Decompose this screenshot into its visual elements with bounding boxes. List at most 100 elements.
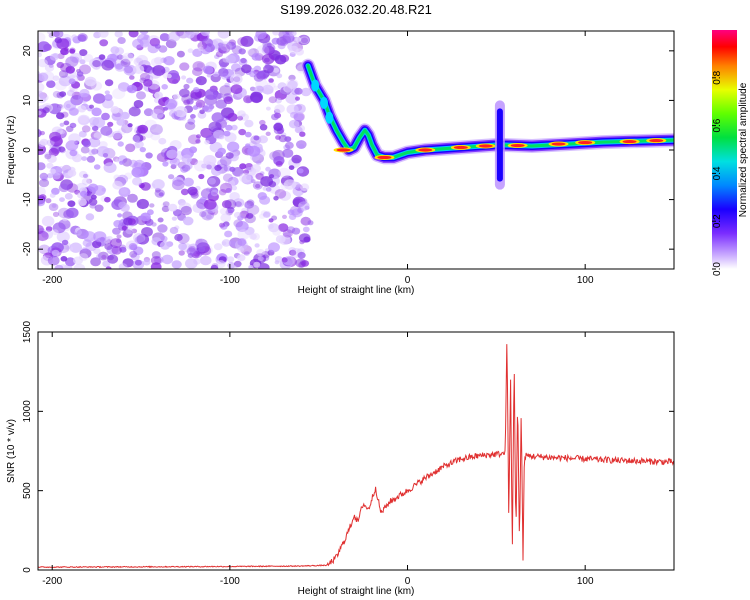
noise-blob	[57, 207, 71, 219]
noise-blob	[82, 231, 96, 242]
noise-blob	[182, 216, 194, 226]
noise-blob	[219, 222, 225, 228]
noise-blob	[215, 99, 227, 109]
noise-blob	[198, 247, 206, 253]
snr-y-tick-label: 1500	[22, 320, 33, 343]
noise-blob	[157, 224, 168, 233]
noise-blob	[240, 35, 254, 47]
noise-blob	[123, 64, 137, 76]
noise-blob	[89, 104, 94, 109]
noise-blob	[38, 110, 42, 116]
noise-blob	[131, 167, 144, 178]
noise-blob	[173, 209, 182, 217]
noise-blob	[59, 197, 65, 203]
noise-blob	[211, 112, 225, 123]
noise-blob	[47, 255, 60, 266]
noise-blob	[164, 98, 178, 110]
noise-blob	[263, 210, 271, 217]
noise-blob	[272, 31, 280, 36]
colorbar-ticks: 0.0 0.2 0.4 0.6 0.8	[712, 70, 723, 276]
snr-x-tick-label: -100	[220, 576, 240, 587]
noise-blob	[224, 199, 237, 210]
noise-blob	[77, 34, 87, 42]
spectrogram-y-tick-label: 10	[22, 94, 33, 106]
noise-blob	[113, 132, 123, 141]
noise-blob	[51, 203, 57, 208]
noise-blob	[82, 140, 91, 148]
noise-blob	[203, 155, 217, 166]
noise-blob	[172, 176, 184, 187]
noise-blob	[69, 52, 83, 64]
snr-x-tick-label: 0	[405, 576, 411, 587]
noise-blob	[256, 249, 265, 257]
noise-blob	[58, 146, 66, 153]
snr-x-ticks: -200 -100 0 100	[42, 332, 594, 587]
noise-blob	[93, 164, 101, 170]
noise-blob	[63, 120, 70, 126]
noise-blob	[73, 263, 86, 269]
noise-blob	[137, 124, 149, 134]
noise-blob	[68, 78, 76, 85]
noise-blob	[92, 240, 102, 249]
noise-blob	[38, 162, 46, 171]
noise-blob	[204, 140, 210, 145]
noise-blob	[228, 240, 237, 247]
noise-blob	[200, 45, 212, 55]
noise-blob	[238, 48, 246, 55]
noise-blob	[274, 189, 287, 199]
noise-blob	[41, 176, 48, 182]
figure-title: S199.2026.032.20.48.R21	[280, 2, 432, 17]
noise-blob	[98, 31, 109, 38]
noise-blob	[184, 121, 196, 131]
noise-blob	[244, 119, 254, 128]
noise-blob	[219, 85, 233, 96]
noise-blob	[192, 67, 203, 77]
noise-blob	[203, 104, 213, 113]
noise-blob	[47, 154, 57, 163]
noise-blob	[254, 85, 264, 94]
noise-blob	[195, 76, 207, 86]
noise-blob	[251, 53, 261, 61]
noise-blob	[44, 64, 55, 72]
noise-blob	[255, 172, 264, 180]
noise-blob	[250, 232, 260, 241]
noise-blob	[65, 65, 76, 74]
noise-blob	[290, 111, 298, 119]
noise-blob	[59, 147, 66, 154]
colorbar-tick-label: 0.2	[712, 214, 723, 228]
noise-blob	[69, 149, 78, 157]
noise-blob	[258, 135, 268, 144]
noise-blob	[253, 135, 260, 141]
noise-blob	[91, 194, 97, 200]
noise-blob	[289, 249, 297, 256]
noise-blob	[56, 231, 70, 243]
noise-blob	[262, 211, 271, 218]
noise-blob	[243, 251, 250, 256]
noise-blob	[65, 103, 71, 109]
noise-blob	[126, 84, 138, 94]
noise-blob	[38, 82, 45, 92]
noise-blob	[246, 49, 255, 56]
noise-blob	[112, 130, 123, 140]
noise-blob	[111, 112, 122, 121]
noise-blob	[128, 243, 138, 251]
noise-blob	[233, 211, 242, 219]
noise-blob	[281, 257, 288, 263]
ridge-hot-red	[510, 143, 525, 148]
noise-blob	[134, 140, 144, 149]
noise-blob	[136, 91, 146, 100]
noise-blob	[116, 118, 126, 126]
noise-blob	[125, 227, 134, 235]
noise-blob	[282, 148, 294, 158]
noise-blob	[295, 37, 302, 42]
noise-blob	[231, 124, 238, 131]
noise-blob	[180, 116, 187, 121]
noise-blob	[111, 246, 122, 255]
noise-blob	[189, 158, 198, 166]
noise-scatter	[38, 31, 314, 269]
noise-blob	[64, 193, 73, 200]
noise-blob	[199, 255, 212, 266]
noise-blob	[110, 106, 120, 114]
noise-blob	[102, 153, 109, 158]
noise-blob	[201, 209, 215, 221]
